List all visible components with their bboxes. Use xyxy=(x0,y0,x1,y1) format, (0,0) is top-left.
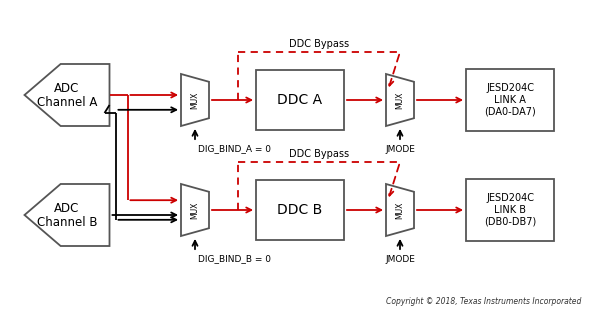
Text: ADC: ADC xyxy=(54,202,80,214)
Text: DDC A: DDC A xyxy=(277,93,323,107)
Bar xyxy=(256,70,344,130)
Text: DIG_BIND_A = 0: DIG_BIND_A = 0 xyxy=(198,144,271,153)
Text: ADC: ADC xyxy=(54,82,80,95)
Text: DDC B: DDC B xyxy=(277,203,323,217)
Text: JESD204C: JESD204C xyxy=(486,193,534,203)
Text: LINK A: LINK A xyxy=(494,95,526,105)
Text: JMODE: JMODE xyxy=(385,255,415,264)
Bar xyxy=(256,180,344,240)
Bar xyxy=(466,69,554,131)
Bar xyxy=(466,179,554,241)
Text: DDC Bypass: DDC Bypass xyxy=(289,149,349,159)
Text: MUX: MUX xyxy=(395,201,405,219)
Text: JESD204C: JESD204C xyxy=(486,83,534,93)
Text: MUX: MUX xyxy=(395,91,405,109)
Text: LINK B: LINK B xyxy=(494,205,526,215)
Text: Channel B: Channel B xyxy=(37,216,97,230)
Text: (DA0-DA7): (DA0-DA7) xyxy=(484,107,536,117)
Text: JMODE: JMODE xyxy=(385,145,415,154)
Text: MUX: MUX xyxy=(190,201,200,219)
Text: DDC Bypass: DDC Bypass xyxy=(289,39,349,49)
Text: Copyright © 2018, Texas Instruments Incorporated: Copyright © 2018, Texas Instruments Inco… xyxy=(386,297,581,306)
Text: DIG_BIND_B = 0: DIG_BIND_B = 0 xyxy=(198,254,271,263)
Text: Channel A: Channel A xyxy=(37,96,97,110)
Text: MUX: MUX xyxy=(190,91,200,109)
Text: (DB0-DB7): (DB0-DB7) xyxy=(484,217,536,227)
